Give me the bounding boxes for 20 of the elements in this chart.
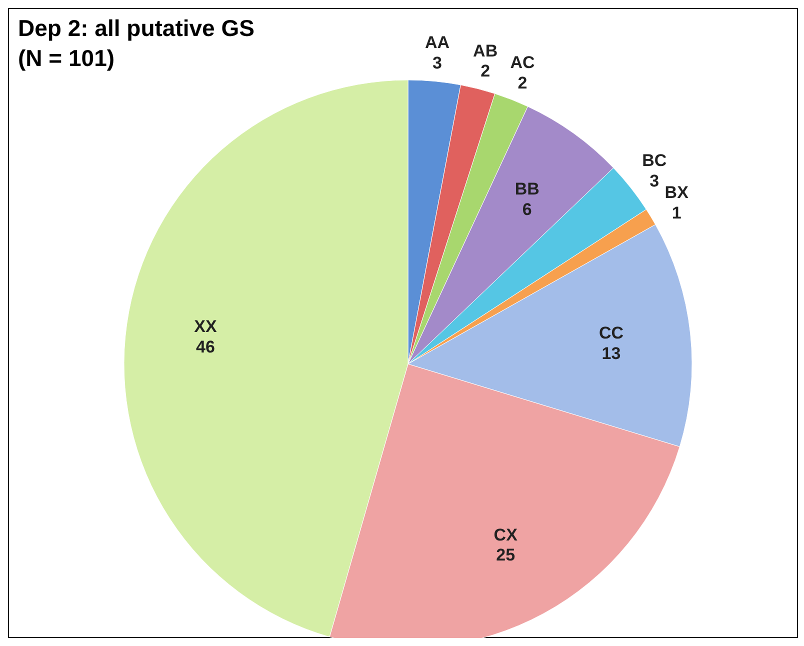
data-label: 2 bbox=[480, 62, 490, 81]
data-label: 3 bbox=[432, 53, 442, 72]
slice-label: AB bbox=[473, 41, 498, 60]
data-label: 1 bbox=[672, 203, 682, 222]
data-label: 25 bbox=[496, 546, 516, 565]
data-label: 46 bbox=[196, 337, 215, 356]
slice-label: AC bbox=[510, 53, 535, 72]
chart-title: Dep 2: all putative GS bbox=[18, 15, 254, 41]
data-label: 6 bbox=[522, 200, 532, 219]
data-label: 13 bbox=[602, 344, 621, 363]
slice-label: XX bbox=[194, 317, 218, 336]
data-label: 3 bbox=[650, 171, 660, 190]
slice-label: CC bbox=[598, 323, 624, 342]
data-label: 2 bbox=[518, 74, 528, 93]
slice-label: AA bbox=[424, 32, 450, 52]
slice-label: CX bbox=[494, 525, 518, 544]
slice-label: BC bbox=[642, 150, 667, 170]
slice-label: BX bbox=[664, 182, 690, 202]
slice-label: BB bbox=[514, 179, 540, 198]
chart-subtitle: (N = 101) bbox=[18, 45, 115, 71]
